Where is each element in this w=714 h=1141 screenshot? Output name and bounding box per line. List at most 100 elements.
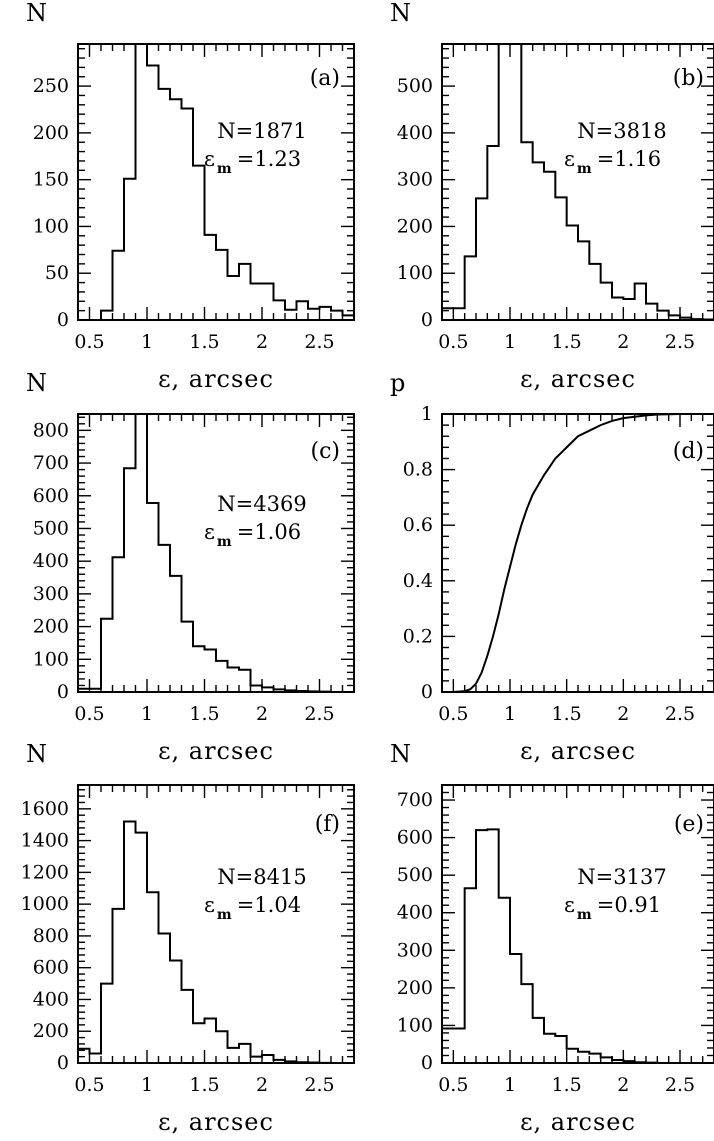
y-tick-label: 200 [397, 215, 433, 237]
histogram-series [78, 414, 354, 692]
y-tick-label: 0 [57, 681, 69, 703]
count-annotation: N=8415 [217, 865, 306, 889]
epsilon-symbol: ε [204, 893, 215, 917]
y-axis-label: N [390, 740, 411, 768]
x-tick-label: 1.5 [552, 1074, 582, 1096]
median-value: =1.06 [237, 520, 301, 544]
y-tick-label: 400 [33, 550, 69, 572]
y-tick-label: 800 [33, 925, 69, 947]
panel-label: (e) [674, 812, 704, 837]
x-tick-label: 1 [141, 703, 153, 725]
x-tick-label: 2.5 [304, 703, 334, 725]
panel-e: 0 100 200 300 400 500 600 700 0.5 1 1.5 2 2.5 Nε, arc… [390, 740, 714, 1136]
x-tick-label: 1 [141, 1074, 153, 1096]
x-tick-label: 0.5 [74, 1074, 104, 1096]
panel-c: 0 100 200 300 400 500 600 700 800 0.5 1 1.5 2 2.5 Nε, … [26, 369, 355, 765]
y-axis-label: p [390, 369, 405, 397]
y-tick-label: 1400 [21, 830, 69, 852]
x-tick-label: 1 [141, 331, 153, 353]
x-axis-label: ε, arcsec [158, 737, 274, 765]
panel-label: (b) [673, 66, 704, 91]
y-tick-label: 600 [33, 485, 69, 507]
y-tick-label: 500 [397, 75, 433, 97]
panel-d: 0 0.2 0.4 0.6 0.8 1 0.5 1 1.5 2 2.5 p ε, arcsec (d) [390, 369, 714, 765]
x-axis-label: ε, arcsec [158, 1108, 274, 1136]
epsilon-subscript: m [217, 907, 232, 923]
panel-b: 0 100 200 300 400 500 0.5 1 1.5 2 2.5 Nε, arcsec (b)… [390, 0, 714, 393]
y-tick-label: 0 [421, 309, 433, 331]
y-tick-label: 150 [33, 169, 69, 191]
count-annotation: N=4369 [217, 492, 306, 516]
y-tick-label: 0 [57, 1052, 69, 1074]
median-value: =0.91 [597, 893, 661, 917]
y-tick-label: 1600 [21, 798, 69, 820]
epsilon-subscript: m [217, 161, 232, 177]
x-tick-label: 2.5 [665, 1074, 695, 1096]
histogram-series [78, 820, 354, 1063]
y-tick-label: 100 [33, 648, 69, 670]
y-tick-label: 700 [397, 789, 433, 811]
x-tick-label: 2 [256, 1074, 268, 1096]
x-axis-label: ε, arcsec [520, 1108, 636, 1136]
panel-label: (d) [673, 439, 704, 464]
x-axis-label: ε, arcsec [520, 737, 636, 765]
panel-label: (f) [315, 812, 340, 837]
count-annotation: N=1871 [217, 119, 306, 143]
y-tick-label: 700 [33, 452, 69, 474]
x-tick-label: 0.5 [74, 331, 104, 353]
x-tick-label: 2 [617, 703, 629, 725]
x-tick-label: 2 [617, 1074, 629, 1096]
x-tick-label: 2 [256, 703, 268, 725]
y-tick-label: 300 [33, 583, 69, 605]
y-tick-label: 100 [33, 215, 69, 237]
panel-f: 0 200 400 600 800 1000 1200 1400 1600 0.5 1 1.5 2 2.5… [21, 740, 355, 1136]
epsilon-symbol: ε [204, 147, 215, 171]
median-annotation: ε m =1.23 [204, 147, 301, 177]
x-tick-label: 1.5 [189, 1074, 219, 1096]
y-tick-label: 1200 [21, 861, 69, 883]
histogram-series [442, 828, 714, 1063]
y-tick-label: 0.8 [403, 459, 433, 481]
histogram-series [442, 44, 714, 320]
x-axis-label: ε, arcsec [158, 365, 274, 393]
x-tick-label: 0.5 [438, 703, 468, 725]
y-axis-label: N [26, 369, 47, 397]
epsilon-symbol: ε [204, 520, 215, 544]
y-tick-label: 250 [33, 75, 69, 97]
cumulative-curve [453, 414, 714, 692]
count-annotation: N=3137 [577, 865, 666, 889]
y-tick-label: 400 [33, 988, 69, 1010]
epsilon-subscript: m [217, 534, 232, 550]
x-tick-label: 0.5 [438, 1074, 468, 1096]
median-annotation: ε m =1.04 [204, 893, 301, 923]
y-tick-label: 600 [33, 957, 69, 979]
median-value: =1.16 [597, 147, 661, 171]
x-tick-label: 2.5 [665, 703, 695, 725]
y-tick-label: 500 [33, 517, 69, 539]
y-tick-label: 0.6 [403, 514, 433, 536]
median-value: =1.23 [237, 147, 301, 171]
y-tick-label: 0.2 [403, 625, 433, 647]
y-tick-label: 1 [421, 403, 433, 425]
y-tick-label: 300 [397, 939, 433, 961]
x-tick-label: 0.5 [74, 703, 104, 725]
x-tick-label: 0.5 [438, 331, 468, 353]
y-tick-label: 50 [45, 262, 69, 284]
epsilon-symbol: ε [564, 147, 575, 171]
x-tick-label: 1.5 [189, 703, 219, 725]
y-tick-label: 0 [421, 1052, 433, 1074]
y-tick-label: 400 [397, 902, 433, 924]
y-tick-label: 200 [33, 1020, 69, 1042]
panel-label: (c) [311, 439, 341, 464]
x-tick-label: 2 [256, 331, 268, 353]
median-value: =1.04 [237, 893, 301, 917]
y-axis-label: N [26, 0, 47, 27]
count-annotation: N=3818 [577, 119, 666, 143]
x-axis-label: ε, arcsec [520, 365, 636, 393]
median-annotation: ε m =1.16 [564, 147, 661, 177]
y-tick-label: 0 [57, 309, 69, 331]
x-tick-label: 1 [504, 1074, 516, 1096]
x-tick-label: 2.5 [304, 1074, 334, 1096]
epsilon-subscript: m [577, 907, 592, 923]
